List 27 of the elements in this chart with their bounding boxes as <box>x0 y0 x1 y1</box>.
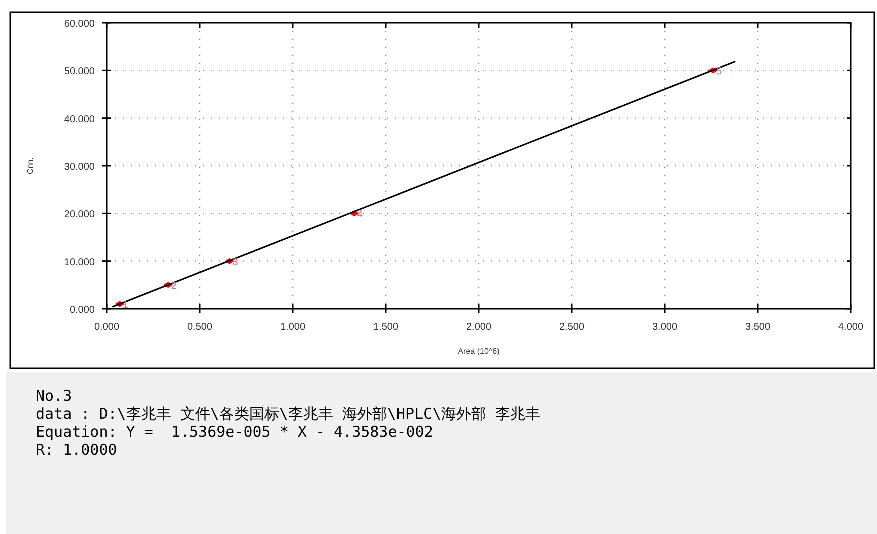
y-tick-label: 60.000 <box>64 19 96 30</box>
x-tick-label: 1.000 <box>280 322 306 333</box>
text: No.3 <box>36 387 72 405</box>
x-tick-label: 0.000 <box>94 322 120 333</box>
text: R: 1.0000 <box>36 441 118 459</box>
text: data : D:\李兆丰 文件\各类国标\李兆丰 海外部\HPLC\海外部 李兆丰 <box>36 405 541 423</box>
x-tick-label: 3.000 <box>652 322 678 333</box>
x-axis-title: Area (10^6) <box>458 347 500 356</box>
x-tick-label: 1.500 <box>373 322 399 333</box>
x-tick-label: 2.000 <box>466 322 492 333</box>
annotation: 4 <box>357 210 364 221</box>
annotation: 5 <box>716 66 722 78</box>
x-tick-label: 2.500 <box>559 322 585 333</box>
x-tick-label: 0.500 <box>187 322 213 333</box>
y-axis-title: Cnn. <box>26 158 35 174</box>
x-tick-label: 3.500 <box>745 322 771 333</box>
annotation: 3 <box>232 257 239 268</box>
text: Equation: Y = 1.5369e-005 * X - 4.3583e-002 <box>36 423 434 441</box>
y-tick-label: 10.000 <box>64 257 96 268</box>
annotation: 2 <box>171 281 178 292</box>
y-tick-label: 50.000 <box>64 66 96 78</box>
y-tick-label: 20.000 <box>64 210 96 221</box>
y-tick-label: 0.000 <box>70 305 96 316</box>
annotation: 1 <box>123 300 130 312</box>
y-tick-label: 40.000 <box>64 114 96 126</box>
x-tick-label: 4.000 <box>838 322 864 333</box>
y-tick-label: 30.000 <box>64 162 96 173</box>
